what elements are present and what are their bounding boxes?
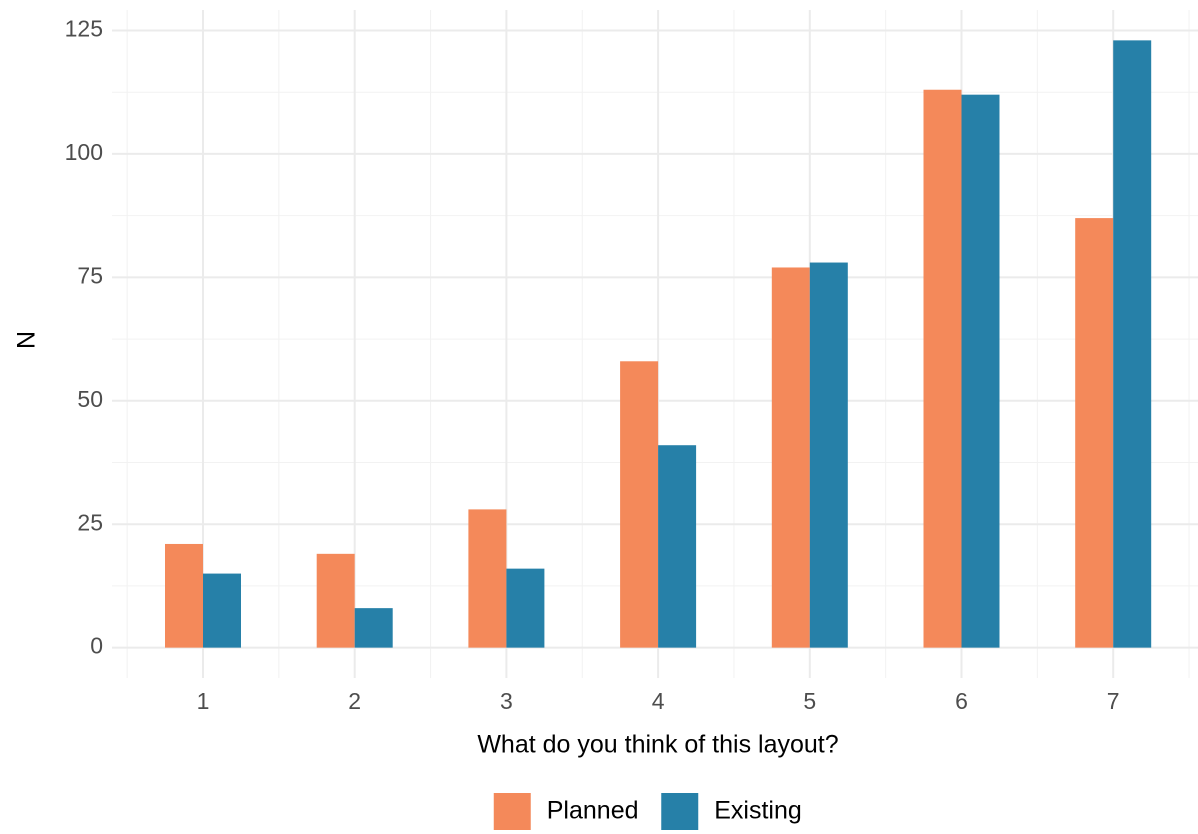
- legend-swatch: [493, 793, 531, 830]
- legend-swatch: [661, 793, 699, 830]
- bar: [771, 267, 810, 648]
- x-axis-label: What do you think of this layout?: [477, 731, 838, 759]
- x-tick-label: 5: [803, 688, 816, 714]
- y-tick-label: 50: [77, 386, 103, 412]
- y-tick-label: 25: [77, 509, 103, 535]
- legend-label: Planned: [547, 797, 639, 825]
- bar: [1075, 218, 1114, 648]
- x-tick-label: 1: [197, 688, 210, 714]
- bar: [961, 94, 1000, 648]
- bar: [809, 262, 848, 648]
- legend-label: Existing: [714, 797, 802, 825]
- bar: [468, 509, 507, 648]
- y-tick-label: 75: [77, 262, 103, 288]
- y-tick-label: 125: [65, 16, 103, 42]
- x-tick-label: 6: [955, 688, 968, 714]
- bar: [316, 553, 355, 648]
- bar: [165, 543, 203, 648]
- y-axis-label: N: [13, 331, 41, 349]
- bar: [354, 608, 393, 648]
- bar: [203, 573, 241, 648]
- x-tick-label: 3: [500, 688, 513, 714]
- bar: [1113, 40, 1152, 648]
- y-tick-label: 100: [65, 139, 103, 165]
- x-tick-label: 4: [652, 688, 665, 714]
- bar: [923, 89, 962, 648]
- bar: [620, 361, 659, 648]
- bar: [658, 445, 697, 648]
- bar: [506, 568, 545, 648]
- x-tick-label: 2: [348, 688, 361, 714]
- x-tick-label: 7: [1107, 688, 1120, 714]
- y-tick-label: 0: [90, 633, 103, 659]
